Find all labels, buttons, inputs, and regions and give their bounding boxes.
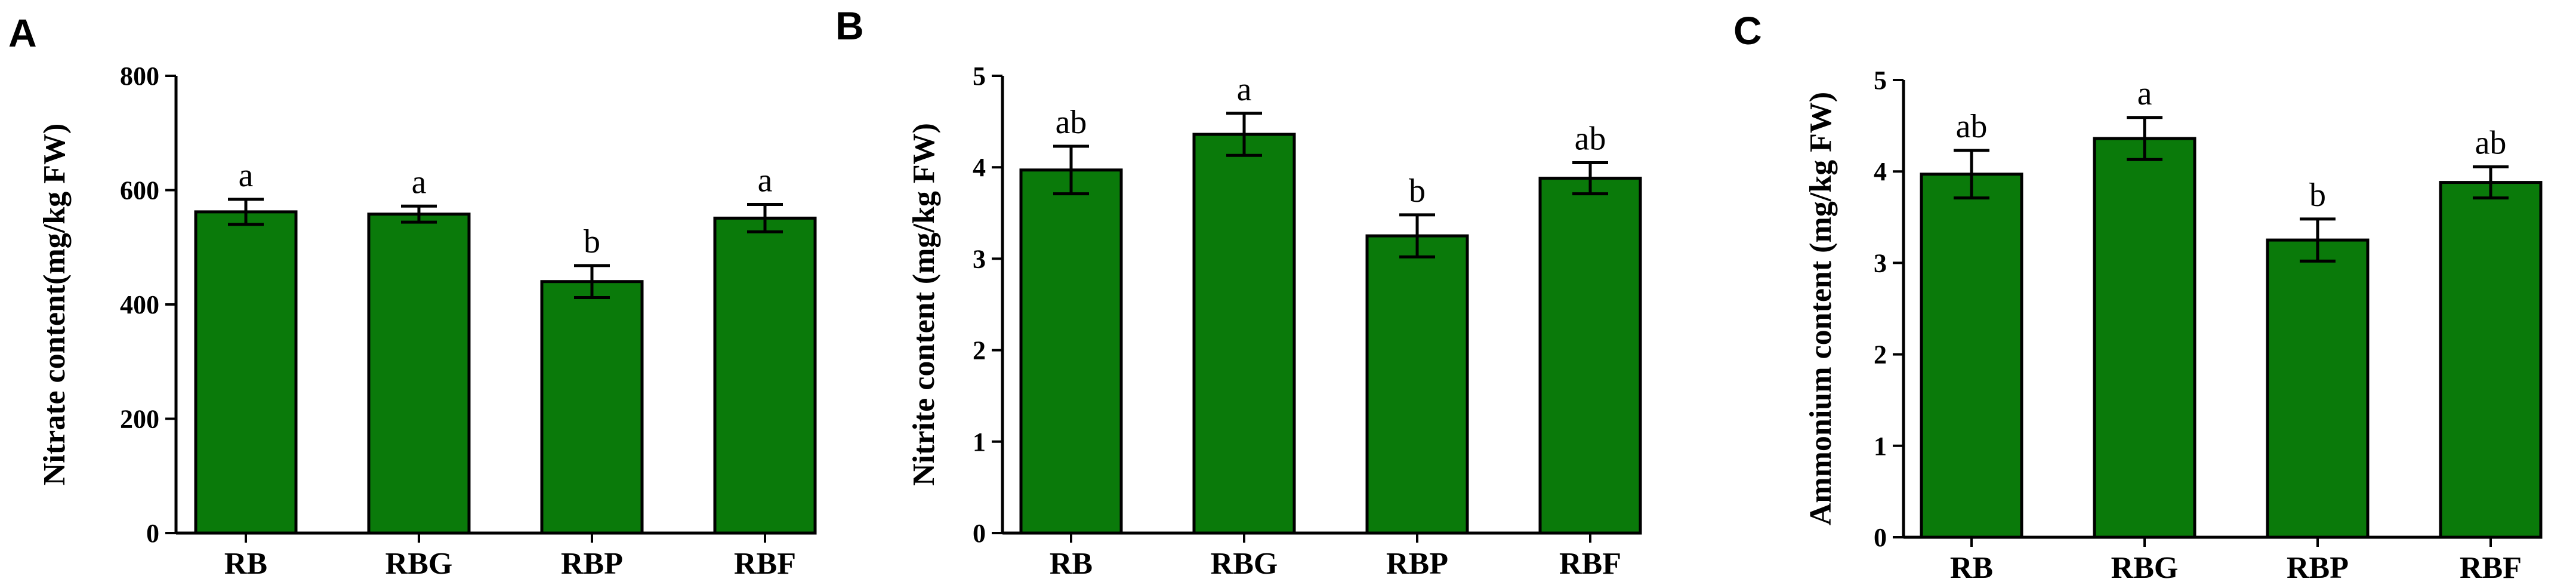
y-tick-label: 2	[973, 336, 986, 365]
significance-label: ab	[1956, 108, 1988, 145]
y-tick-label: 3	[1874, 248, 1887, 278]
y-axis-title: Nitrite content (mg/kg FW)	[907, 123, 941, 486]
y-tick-label: 4	[973, 153, 986, 182]
y-tick-label: 400	[120, 290, 159, 319]
x-tick-label: RBP	[1386, 547, 1448, 581]
chart-panel-C: C Ammonium content (mg/kg FW) 0 1 2 3 4 5 ab RB a R…	[1733, 8, 2543, 585]
chart-panel-B: B Nitrite content (mg/kg FW) 0 1 2 3 4 5 ab RB a RB…	[835, 4, 1642, 581]
significance-label: b	[584, 223, 600, 260]
panel-letter: B	[835, 4, 864, 48]
y-tick-label: 800	[120, 61, 159, 91]
significance-label: a	[412, 164, 427, 201]
x-tick-label: RB	[1050, 547, 1093, 581]
bar-RBG	[1192, 133, 1296, 535]
bar-RBG	[367, 213, 471, 535]
panel-letter: A	[8, 11, 37, 55]
bar-RBF	[1538, 177, 1642, 535]
y-tick-label: 0	[973, 519, 986, 548]
bar-RBF	[2439, 181, 2543, 539]
significance-label: a	[758, 162, 773, 199]
y-tick-label: 2	[1874, 340, 1887, 370]
x-tick-label: RBG	[385, 547, 453, 581]
bar-RBP	[2266, 238, 2370, 539]
y-tick-label: 5	[1874, 66, 1887, 95]
x-tick-label: RBG	[1211, 547, 1278, 581]
x-tick-label: RBF	[2460, 551, 2522, 585]
y-tick-label: 1	[973, 427, 986, 457]
significance-label: a	[1237, 71, 1252, 108]
bar-RBF	[713, 216, 817, 535]
bar-RBP	[540, 280, 644, 535]
y-tick-label: 600	[120, 176, 159, 205]
bar-RBG	[2093, 137, 2196, 539]
significance-label: b	[2309, 177, 2326, 214]
y-tick-label: 0	[1874, 523, 1887, 552]
x-tick-label: RB	[1950, 551, 1993, 585]
y-tick-label: 5	[973, 61, 986, 91]
significance-label: ab	[2475, 125, 2507, 162]
significance-label: a	[239, 157, 254, 194]
y-tick-label: 200	[120, 405, 159, 434]
significance-label: ab	[1575, 121, 1606, 158]
significance-label: b	[1409, 173, 1426, 210]
x-tick-label: RB	[224, 547, 267, 581]
x-tick-label: RBG	[2111, 551, 2179, 585]
panel-letter: C	[1733, 8, 1762, 53]
x-tick-label: RBF	[1559, 547, 1621, 581]
y-axis-title: Ammonium content (mg/kg FW)	[1804, 92, 1838, 526]
x-tick-label: RBP	[2287, 551, 2349, 585]
bar-RBP	[1365, 234, 1469, 535]
chart-panel-A: A Nitrate content(mg/kg FW) 0 200 400 600 800 a…	[8, 11, 817, 581]
significance-label: a	[2137, 75, 2152, 112]
x-tick-label: RBP	[561, 547, 623, 581]
x-tick-label: RBF	[734, 547, 796, 581]
bar-RB	[194, 210, 298, 535]
y-tick-label: 1	[1874, 432, 1887, 461]
y-tick-label: 0	[146, 519, 159, 548]
y-tick-label: 4	[1874, 157, 1887, 186]
significance-label: ab	[1056, 104, 1087, 141]
y-tick-label: 3	[973, 244, 986, 273]
bar-RB	[1920, 173, 2023, 539]
bar-RB	[1019, 168, 1123, 535]
y-axis-title: Nitrate content(mg/kg FW)	[38, 124, 72, 486]
